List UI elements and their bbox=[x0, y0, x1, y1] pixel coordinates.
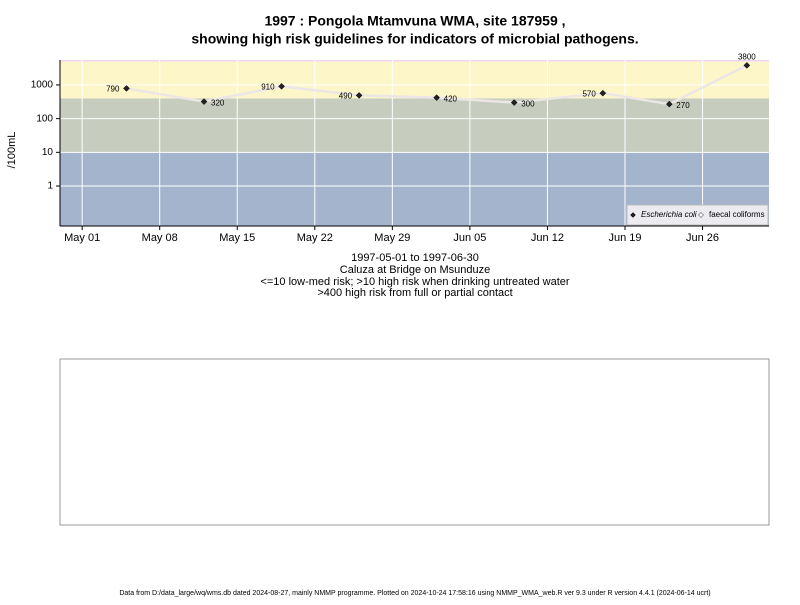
chart-title: showing high risk guidelines for indicat… bbox=[191, 31, 638, 47]
x-tick-label: May 15 bbox=[219, 232, 255, 244]
data-label: 910 bbox=[261, 82, 275, 91]
x-tick-label: May 29 bbox=[374, 232, 410, 244]
x-tick-label: May 08 bbox=[142, 232, 178, 244]
y-tick-label: 100 bbox=[36, 113, 53, 124]
y-tick-label: 1000 bbox=[31, 80, 54, 91]
data-point bbox=[743, 62, 751, 69]
data-label: 790 bbox=[106, 85, 120, 94]
grid bbox=[60, 60, 769, 226]
legend-box bbox=[626, 204, 769, 226]
data-point bbox=[278, 82, 285, 90]
data-label: 420 bbox=[444, 95, 458, 104]
legend-symbol bbox=[630, 212, 636, 218]
data-point bbox=[123, 85, 130, 92]
legend-label: faecal coliforms bbox=[709, 210, 765, 219]
data-point bbox=[355, 92, 363, 99]
data-label: 320 bbox=[211, 99, 225, 108]
x-axis-label: Caluza at Bridge on Msunduze bbox=[340, 264, 490, 276]
x-axis-label: 1997-05-01 to 1997-06-30 bbox=[351, 252, 479, 264]
x-tick-label: Jun 19 bbox=[608, 232, 641, 244]
data-label: 300 bbox=[521, 100, 535, 109]
y-tick-label: 10 bbox=[42, 147, 54, 158]
empty-panel bbox=[59, 358, 770, 526]
data-point bbox=[665, 100, 673, 108]
x-axis-label: >400 high risk from full or partial cont… bbox=[317, 287, 512, 299]
data-point bbox=[200, 98, 208, 105]
bands bbox=[60, 60, 769, 226]
data-point bbox=[510, 99, 518, 106]
y-axis-label: /100mL bbox=[6, 132, 18, 169]
x-tick-label: Jun 12 bbox=[531, 232, 564, 244]
legend-symbol bbox=[698, 212, 704, 218]
risk-band bbox=[60, 98, 769, 153]
x-tick-label: May 22 bbox=[297, 232, 333, 244]
risk-band bbox=[60, 61, 769, 99]
x-axis-label: <=10 low-med risk; >10 high risk when dr… bbox=[260, 276, 569, 288]
data-label: 490 bbox=[339, 91, 353, 100]
data-label: 570 bbox=[582, 89, 596, 98]
risk-band bbox=[60, 60, 769, 62]
y-tick-label: 1 bbox=[47, 181, 53, 192]
x-tick-label: Jun 05 bbox=[453, 232, 486, 244]
data-label: 3800 bbox=[738, 53, 756, 62]
data-point bbox=[599, 89, 607, 97]
marks: 790 320 910 490 420 300 570 270 3800 bbox=[106, 53, 756, 111]
data-point bbox=[433, 94, 441, 101]
x-tick-label: May 01 bbox=[64, 232, 100, 244]
data-label: 270 bbox=[676, 101, 690, 110]
x-tick-label: Jun 26 bbox=[686, 232, 719, 244]
footer: Data from D:/data_large/wq/wms.db dated … bbox=[119, 590, 710, 597]
chart-title: 1997 : Pongola Mtamvuna WMA, site 187959… bbox=[264, 13, 565, 29]
legend-label: Escherichia coli bbox=[641, 210, 697, 219]
